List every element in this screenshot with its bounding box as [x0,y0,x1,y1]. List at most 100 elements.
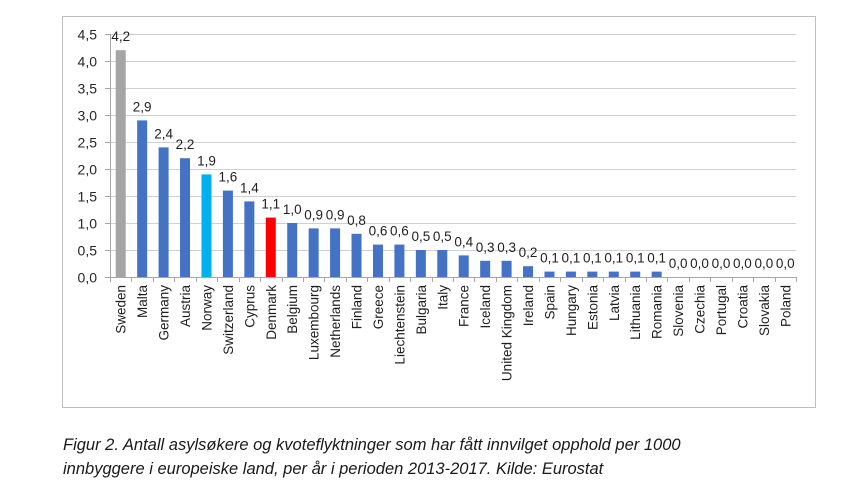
bar-norway [201,174,212,277]
x-tick-label: Netherlands [328,285,343,358]
data-label: 0,9 [326,207,345,222]
data-label: 0,1 [604,251,623,266]
data-label: 2,4 [154,126,173,141]
bar-lithuania [630,271,641,277]
x-tick-label: France [457,285,472,327]
x-tick-label: Estonia [585,285,600,331]
data-label: 0,6 [390,224,409,239]
x-tick-label: Latvia [607,285,622,322]
x-tick-label: Italy [435,285,450,310]
bar-belgium [287,223,298,277]
y-tick-label: 2,5 [78,135,98,151]
y-tick-label: 3,5 [78,81,98,97]
x-tick-label: Belgium [285,285,300,334]
x-tick-label: Spain [542,285,557,320]
data-label: 0,5 [411,229,430,244]
caption-line-1: Figur 2. Antall asylsøkere og kvoteflykt… [63,436,681,454]
y-tick-label: 2,0 [78,162,98,178]
data-label: 2,2 [176,137,195,152]
bar-iceland [480,260,491,277]
data-label: 0,0 [690,256,709,271]
x-tick-label: Denmark [264,285,279,340]
bar-estonia [587,271,598,277]
data-label: 0,1 [626,251,645,266]
chart-frame [62,16,816,408]
y-tick-label: 4,0 [78,54,98,70]
bar-liechtenstein [394,244,405,277]
x-tick-label: United Kingdom [500,285,515,381]
x-tick-label: Finland [350,285,365,329]
y-tick-label: 3,0 [78,108,98,124]
data-label: 0,0 [712,256,731,271]
bar-latvia [608,271,619,277]
bar-romania [651,271,662,277]
x-tick-label: Norway [199,285,214,331]
data-label: 0,3 [497,240,516,255]
x-tick-label: Cyprus [242,285,257,328]
x-tick-label: Iceland [478,285,493,329]
data-label: 1,4 [240,180,259,195]
data-label: 0,8 [347,213,366,228]
x-tick-label: Bulgaria [414,285,429,335]
x-tick-label: Lithuania [628,285,643,340]
caption-line-2: innbyggere i europeiske land, per år i p… [63,460,604,478]
x-tick-label: Ireland [521,285,536,326]
data-label: 0,1 [583,251,602,266]
data-label: 0,9 [304,207,323,222]
x-tick-label: Czechia [693,285,708,334]
x-tick-label: Austria [178,285,193,328]
bar-sweden [115,50,126,278]
data-label: 1,6 [219,170,238,185]
data-label: 0,4 [454,234,473,249]
data-label: 0,0 [776,256,795,271]
bar-ireland [523,266,534,277]
x-tick-label: Sweden [114,285,129,334]
x-tick-label: Malta [135,285,150,319]
x-tick-label: Portugal [714,285,729,335]
x-tick-label: Germany [157,285,172,341]
data-label: 0,0 [669,256,688,271]
data-label: 0,3 [476,240,495,255]
bar-netherlands [330,228,341,277]
data-label: 0,0 [754,256,773,271]
data-label: 0,2 [519,245,538,260]
x-tick-label: Hungary [564,285,579,336]
bar-switzerland [222,190,233,277]
data-label: 1,9 [197,153,216,168]
data-label: 0,5 [433,229,452,244]
data-label: 1,0 [283,202,302,217]
data-label: 2,9 [133,99,152,114]
data-label: 0,1 [540,251,559,266]
y-tick-label: 1,0 [78,216,98,232]
bar-denmark [265,217,276,277]
bar-france [458,255,469,277]
data-label: 4,2 [111,29,130,44]
x-tick-label: Liechtenstein [392,285,407,365]
bar-finland [351,233,362,277]
bar-austria [180,158,191,277]
figure-caption: Figur 2. Antall asylsøkere og kvoteflykt… [63,433,681,481]
x-tick-label: Croatia [735,285,750,329]
x-tick-label: Slovakia [757,285,772,337]
y-tick-label: 1,5 [78,189,98,205]
bar-hungary [565,271,576,277]
bar-bulgaria [415,250,426,277]
data-label: 1,1 [261,197,280,212]
bar-italy [437,250,448,277]
bar-cyprus [244,201,255,277]
x-tick-label: Slovenia [671,285,686,337]
x-tick-label: Greece [371,285,386,329]
bar-germany [158,147,169,277]
x-tick-label: Poland [778,285,793,327]
y-tick-label: 0,0 [78,270,98,286]
x-tick-label: Luxembourg [307,285,322,360]
bar-united-kingdom [501,260,512,277]
bar-spain [544,271,555,277]
data-label: 0,1 [647,251,666,266]
x-tick-label: Switzerland [221,285,236,355]
data-label: 0,6 [369,224,388,239]
y-tick-label: 0,5 [78,243,98,259]
bar-malta [137,120,148,278]
data-label: 0,1 [562,251,581,266]
bar-chart: 0,0 0,5 1,0 1,5 2,0 2,5 3,0 3,5 4,0 4,5 4,2 2,92,42… [78,27,797,381]
